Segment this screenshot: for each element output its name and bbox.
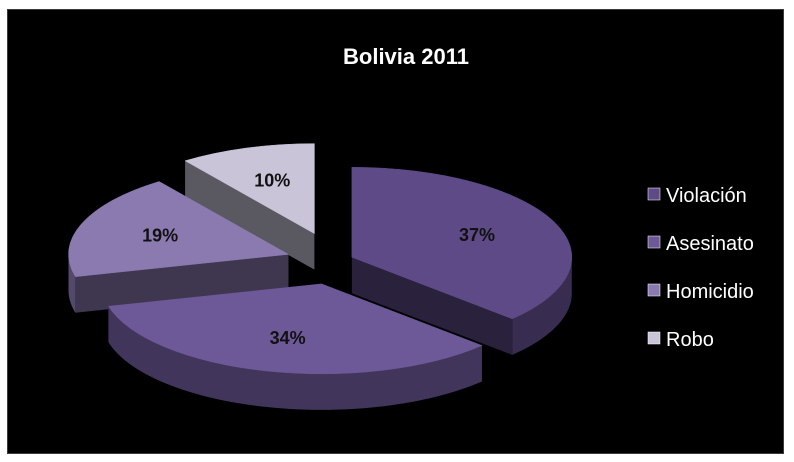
pie-slice-side-4 (185, 160, 315, 270)
chart-area: Bolivia 2011 37% 34% 19% 10% Violación Asesi… (7, 9, 784, 454)
legend-swatch-violación (647, 187, 661, 201)
pie-slices (68, 143, 573, 375)
legend-swatch-asesinato (647, 235, 661, 249)
pie-slice-wall-3-1 (75, 254, 289, 313)
pie-slice-asesinato (108, 283, 483, 375)
pie-slice-wall-1-2 (351, 257, 513, 355)
chart-title: Bolivia 2011 (343, 44, 469, 69)
pie-data-labels: 37% 34% 19% 10% (142, 171, 495, 348)
legend-label-homicidio: Homicidio (666, 281, 754, 303)
pie-chart: Bolivia 2011 37% 34% 19% 10% Violación Asesi… (68, 44, 754, 410)
pie-slice-rim-2 (108, 306, 482, 410)
legend-swatch-robo (647, 331, 661, 345)
pie-slice-violación (351, 167, 573, 320)
pie-slice-side-1 (351, 257, 572, 355)
chart-legend: Violación Asesinato Homicidio Robo (647, 185, 754, 351)
data-label-robo: 10% (254, 171, 290, 191)
data-label-homicidio: 19% (142, 225, 178, 245)
pie-slice-wall-4-1 (185, 160, 315, 270)
pie-slice-robo (184, 143, 315, 235)
legend-label-robo: Robo (666, 329, 714, 351)
data-label-violación: 37% (459, 225, 495, 245)
data-label-asesinato: 34% (270, 328, 306, 348)
pie-slice-rim-1 (512, 258, 572, 355)
pie-slice-homicidio (68, 181, 290, 277)
pie-slice-rim-3 (68, 253, 76, 313)
legend-swatch-homicidio (647, 283, 661, 297)
legend-label-asesinato: Asesinato (666, 233, 754, 255)
legend-label-violación: Violación (666, 185, 747, 207)
